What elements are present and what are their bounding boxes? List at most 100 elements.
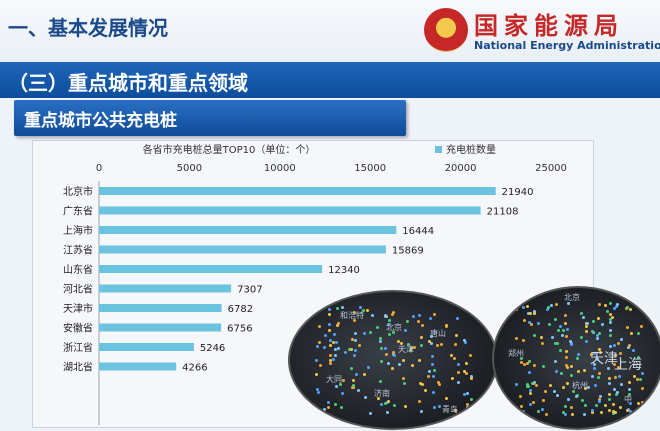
map-dot xyxy=(331,357,335,361)
map-dot xyxy=(428,369,432,373)
logo-text-en: National Energy Administration xyxy=(474,39,660,52)
map-dot xyxy=(592,331,596,335)
map-dot xyxy=(540,335,544,339)
map-dot xyxy=(317,391,321,395)
map-dot xyxy=(528,392,532,396)
page-heading: 一、基本发展情况 xyxy=(8,16,168,40)
map-dot xyxy=(464,340,468,344)
map-dot xyxy=(626,408,630,412)
data-label: 6756 xyxy=(227,324,252,335)
map-dot xyxy=(563,404,567,408)
map-dot xyxy=(453,343,457,347)
map-dot xyxy=(379,359,383,363)
map-dot xyxy=(435,343,439,347)
map-dot xyxy=(608,312,612,316)
map-dot xyxy=(413,345,417,349)
map-dot xyxy=(533,333,537,337)
map-dot xyxy=(391,366,395,370)
map-dot xyxy=(416,320,420,324)
map-dot xyxy=(547,305,551,309)
map-dot xyxy=(582,413,586,417)
map-dot xyxy=(336,323,340,327)
map-dot xyxy=(555,370,559,374)
map-dot xyxy=(329,354,333,358)
map-city-label: 上海 xyxy=(614,357,642,373)
map-dot xyxy=(566,328,570,332)
map-dot xyxy=(455,334,459,338)
map-dot xyxy=(604,403,608,407)
map-dot xyxy=(636,401,640,405)
map-dot xyxy=(619,338,623,342)
map-dot xyxy=(342,378,346,382)
map-dot xyxy=(618,375,622,379)
map-dot xyxy=(433,312,437,316)
map-dot xyxy=(439,342,443,346)
map-dot xyxy=(391,330,395,334)
map-dot xyxy=(566,302,570,306)
map-dot xyxy=(438,382,442,386)
map-dot xyxy=(353,339,357,343)
legend-label: 充电桩数量 xyxy=(446,143,496,156)
map-dot xyxy=(553,317,557,321)
map-dot xyxy=(618,351,622,355)
map-dot xyxy=(353,318,357,322)
map-dot xyxy=(579,312,583,316)
map-dot xyxy=(418,400,422,404)
map-dot xyxy=(525,384,529,388)
map-dot xyxy=(444,325,448,328)
map-dot xyxy=(419,410,423,414)
x-tick-label: 20000 xyxy=(445,163,477,174)
map-dot xyxy=(612,409,616,413)
map-dot xyxy=(470,397,474,401)
map-dot xyxy=(628,401,632,405)
map-dot xyxy=(612,403,616,407)
data-label: 6782 xyxy=(228,304,253,315)
map-dot xyxy=(536,410,540,414)
map-dot xyxy=(607,366,611,370)
map-dot xyxy=(315,344,319,348)
map-dot xyxy=(344,351,348,355)
map-dot xyxy=(383,346,387,350)
bar xyxy=(99,265,323,273)
map-dot xyxy=(341,392,345,396)
map-dot xyxy=(603,304,607,308)
subtitle-box: 重点城市公共充电桩 xyxy=(14,100,406,136)
category-label: 湖北省 xyxy=(63,361,93,374)
map-dot xyxy=(334,384,338,388)
map-dot xyxy=(388,319,392,323)
map-dot xyxy=(317,325,321,329)
map-dot xyxy=(380,402,384,406)
map-dot xyxy=(564,313,568,317)
map-dot xyxy=(585,340,589,344)
map-dot xyxy=(525,383,529,387)
map-dot xyxy=(328,362,332,366)
map-dot xyxy=(528,402,532,406)
map-dot xyxy=(430,355,434,359)
map-dot xyxy=(386,399,390,403)
map-dot xyxy=(463,338,467,342)
chart-panel: 各省市充电桩总量TOP10（单位：个） 充电桩数量 0 5000 10000 15000 2… xyxy=(32,140,594,428)
map-dot xyxy=(522,362,526,366)
map-dot xyxy=(571,413,575,416)
map-dot xyxy=(465,371,469,375)
chart-title: 各省市充电桩总量TOP10（单位：个） xyxy=(143,143,316,156)
map-dot xyxy=(577,353,581,357)
map-dot xyxy=(569,406,573,410)
map-dot xyxy=(554,341,558,345)
map-dot xyxy=(406,319,410,323)
map-dot xyxy=(640,325,643,329)
map-dot xyxy=(453,408,457,412)
map-dot xyxy=(357,389,361,392)
category-label: 浙江省 xyxy=(63,341,93,354)
map-dot xyxy=(632,302,636,306)
map-dot xyxy=(555,302,559,306)
map-dot xyxy=(590,408,594,412)
map-dot xyxy=(609,334,613,338)
map-dot xyxy=(566,382,570,386)
map-city-label: 杭州 xyxy=(572,381,588,390)
map-dot xyxy=(615,391,619,395)
map-dot xyxy=(575,357,579,361)
map-dot xyxy=(417,313,421,317)
map-dot xyxy=(580,336,584,340)
map-dot xyxy=(455,317,459,320)
